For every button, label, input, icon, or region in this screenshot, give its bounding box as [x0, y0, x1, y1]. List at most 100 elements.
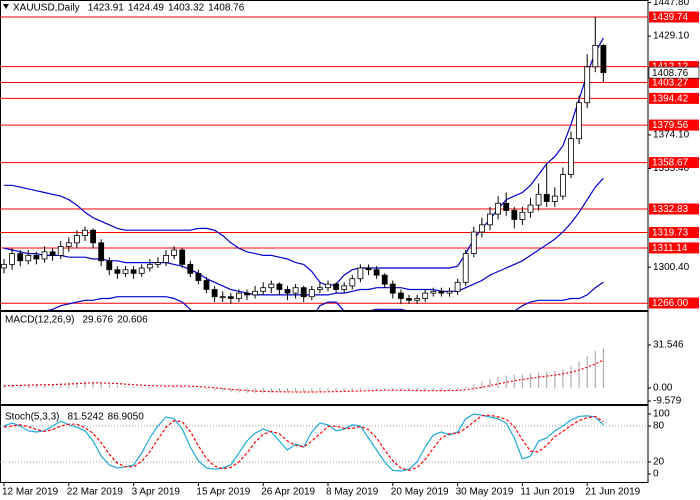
- x-tick-label: 26 Apr 2019: [261, 487, 315, 498]
- candle-body: [470, 231, 477, 254]
- candle-body: [154, 262, 161, 265]
- macd-bar: [173, 385, 175, 388]
- y-tick-label: 31.546: [653, 340, 684, 351]
- macd-bar: [359, 387, 361, 390]
- candle-body: [381, 274, 388, 285]
- level-label-box: [649, 92, 699, 104]
- macd-bar: [246, 387, 248, 393]
- y-tick-label: 1355.40: [653, 163, 690, 174]
- candle-body: [503, 202, 510, 211]
- header-value: 20.606: [117, 315, 148, 326]
- macd-bar: [538, 372, 540, 388]
- macd-bar: [35, 384, 37, 388]
- macd-bar: [222, 387, 224, 392]
- macd-bar: [157, 386, 159, 388]
- macd-bar: [367, 387, 370, 390]
- macd-bar: [602, 347, 604, 388]
- macd-bar: [84, 381, 86, 388]
- level-label: 1319.73: [652, 228, 689, 239]
- candle-body: [430, 290, 437, 294]
- candle-body: [535, 193, 542, 206]
- macd-bar: [270, 387, 272, 393]
- candle-body: [1, 263, 7, 269]
- macd-bar: [465, 387, 467, 388]
- candle-body: [130, 269, 137, 274]
- y-tick-label: 80: [653, 421, 665, 432]
- macd-bar: [60, 383, 62, 388]
- level-label-box: [649, 157, 699, 169]
- macd-bar: [197, 387, 199, 389]
- macd-bar: [254, 387, 256, 393]
- macd-bar: [513, 374, 515, 388]
- stoch-plot: [0, 413, 648, 472]
- candle-body: [292, 287, 299, 294]
- y-tick-label: 1374.10: [653, 130, 690, 141]
- macd-bar: [594, 350, 596, 388]
- macd-bar: [521, 374, 523, 388]
- level-label: 1379.56: [652, 120, 689, 131]
- candle-body: [341, 285, 348, 290]
- macd-bar: [100, 383, 102, 388]
- macd-bar: [400, 387, 402, 391]
- x-tick-label: 15 Apr 2019: [196, 487, 250, 498]
- candle-body: [487, 213, 493, 226]
- candle-body: [244, 292, 250, 296]
- macd-bar: [3, 385, 5, 388]
- candle-body: [397, 292, 404, 299]
- candle-body: [308, 289, 315, 298]
- candle-body: [74, 235, 80, 244]
- candle-body: [284, 289, 291, 294]
- macd-bar: [570, 365, 572, 388]
- macd-bar: [529, 373, 532, 388]
- candle-body: [65, 242, 72, 247]
- macd-bar: [440, 387, 442, 391]
- candle-body: [560, 174, 566, 197]
- level-label: 1311.14: [652, 243, 688, 254]
- panel-title: Stoch(5,3,3): [5, 412, 59, 423]
- header-value: 1408.76: [208, 3, 245, 14]
- candle-body: [171, 249, 178, 256]
- candle-body: [527, 204, 534, 213]
- candle-body: [495, 202, 502, 215]
- candle-body: [41, 251, 48, 260]
- level-label-box: [649, 242, 699, 254]
- macd-bar: [351, 387, 353, 391]
- candle-body: [25, 254, 32, 262]
- macd-bar: [278, 387, 280, 393]
- macd-bar: [448, 387, 451, 391]
- header-value: 86.9050: [108, 412, 145, 423]
- level-label-box: [649, 76, 699, 88]
- level-label: 1332.83: [652, 204, 689, 215]
- macd-bar: [181, 386, 183, 388]
- y-tick-label: 1429.10: [653, 31, 690, 42]
- macd-bar: [19, 384, 21, 388]
- macd-bar: [408, 387, 410, 391]
- macd-bar: [497, 376, 499, 388]
- macd-bar: [295, 387, 297, 393]
- macd-bar: [578, 361, 580, 388]
- macd-bar: [546, 371, 548, 388]
- macd-bar: [27, 384, 29, 388]
- candle-body: [357, 267, 364, 280]
- candle-body: [82, 229, 88, 237]
- macd-bar: [489, 379, 491, 388]
- macd-bar: [205, 387, 208, 390]
- y-tick-label: 100: [653, 409, 670, 420]
- main-panel-frame: [0, 0, 649, 311]
- macd-bar: [473, 384, 475, 388]
- macd-bar: [586, 356, 588, 388]
- candle-body: [252, 290, 259, 296]
- candle-body: [98, 242, 105, 262]
- candle-body: [146, 263, 153, 269]
- x-tick-label: 3 Apr 2019: [132, 487, 181, 498]
- candle-body: [519, 211, 526, 220]
- macd-bar: [68, 382, 70, 388]
- macd-plot: [3, 347, 604, 393]
- candle-body: [268, 283, 275, 289]
- candle-body: [276, 283, 283, 290]
- macd-bar: [303, 387, 305, 393]
- macd-bar: [481, 381, 483, 388]
- y-tick-label: 1447.80: [653, 0, 690, 8]
- level-label: 1266.00: [652, 298, 689, 309]
